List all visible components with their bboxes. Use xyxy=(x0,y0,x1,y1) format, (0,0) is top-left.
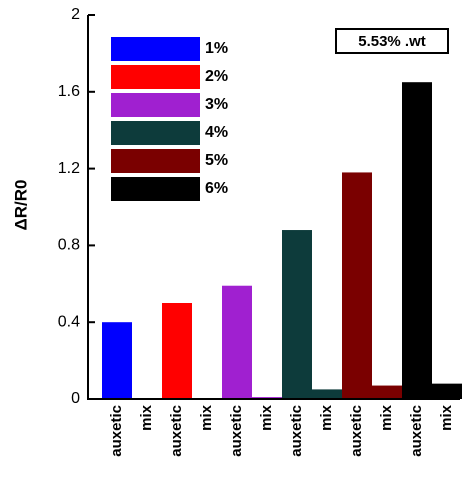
x-tick-label: mix xyxy=(318,404,335,431)
x-tick-label: mix xyxy=(378,404,395,431)
bar xyxy=(312,389,342,399)
legend-label: 5% xyxy=(205,152,228,169)
x-tick-label: auxetic xyxy=(108,405,125,457)
legend-swatch xyxy=(111,93,200,117)
legend-label: 2% xyxy=(205,68,228,85)
y-tick-label: 2 xyxy=(71,6,80,23)
bar xyxy=(432,383,462,399)
legend-label: 6% xyxy=(205,180,228,197)
x-tick-label: auxetic xyxy=(168,405,185,457)
bar xyxy=(222,285,252,399)
y-tick-label: 0.4 xyxy=(58,313,80,330)
bar xyxy=(342,172,372,399)
bar xyxy=(282,230,312,399)
y-tick-label: 1.2 xyxy=(58,160,80,177)
x-tick-label: auxetic xyxy=(348,405,365,457)
legend-swatch xyxy=(111,65,200,89)
legend-swatch xyxy=(111,121,200,145)
annotation: 5.53% .wt xyxy=(358,33,426,50)
y-tick-label: 0.8 xyxy=(58,237,80,254)
y-tick-label: 1.6 xyxy=(58,83,80,100)
x-tick-label: auxetic xyxy=(408,405,425,457)
x-tick-label: auxetic xyxy=(288,405,305,457)
legend-swatch xyxy=(111,149,200,173)
x-tick-label: mix xyxy=(198,404,215,431)
legend-label: 1% xyxy=(205,40,228,57)
legend-swatch xyxy=(111,37,200,61)
legend-label: 3% xyxy=(205,96,228,113)
bar xyxy=(372,385,402,399)
x-tick-label: auxetic xyxy=(228,405,245,457)
y-tick-label: 0 xyxy=(71,390,80,407)
bar xyxy=(102,322,132,399)
x-tick-label: mix xyxy=(138,404,155,431)
legend-label: 4% xyxy=(205,124,228,141)
annotation-box xyxy=(335,28,449,54)
y-axis-label: ΔR/R0 xyxy=(11,180,30,231)
x-tick-label: mix xyxy=(438,404,455,431)
legend-swatch xyxy=(111,177,200,201)
bar xyxy=(162,303,192,399)
bar xyxy=(402,82,432,399)
x-tick-label: mix xyxy=(258,404,275,431)
